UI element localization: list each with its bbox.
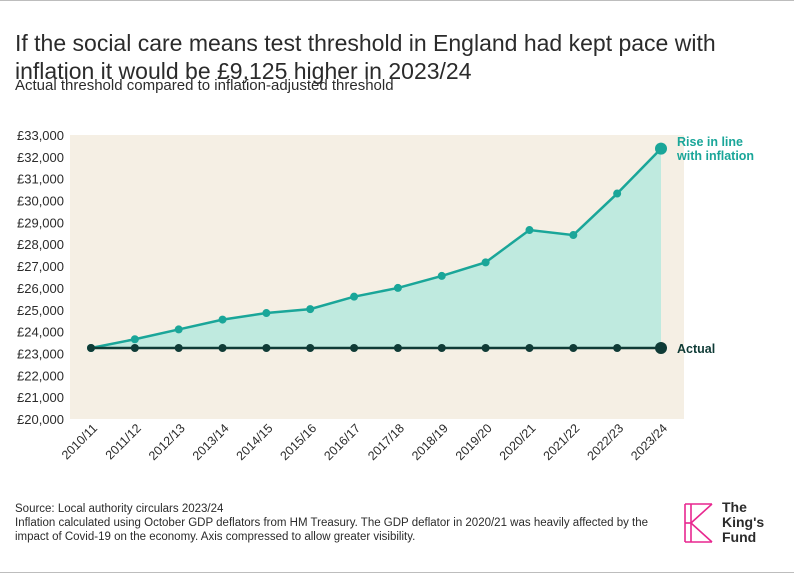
x-tick-label: 2017/18 — [365, 421, 407, 463]
inflation-gap-area — [91, 148, 661, 348]
actual-point — [481, 344, 490, 352]
x-tick-label: 2011/12 — [103, 421, 144, 462]
y-tick-label: £27,000 — [17, 259, 64, 274]
y-tick-label: £29,000 — [17, 215, 64, 230]
inflation-point — [306, 305, 315, 314]
y-tick-label: £20,000 — [17, 412, 64, 427]
actual-point — [350, 344, 359, 352]
y-tick-label: £31,000 — [17, 172, 64, 187]
inflation-point — [262, 309, 271, 318]
y-tick-label: £23,000 — [17, 346, 64, 361]
actual-point — [613, 344, 622, 352]
y-tick-label: £28,000 — [17, 237, 64, 252]
bottom-divider — [0, 572, 794, 573]
y-tick-label: £30,000 — [17, 194, 64, 209]
inflation-point — [613, 189, 622, 198]
inflation-point — [350, 292, 359, 301]
chart-subtitle: Actual threshold compared to inflation-a… — [15, 77, 394, 94]
x-tick-label: 2013/14 — [190, 421, 232, 463]
source-note: Source: Local authority circulars 2023/2… — [15, 503, 224, 515]
inflation-point — [218, 315, 227, 324]
inflation-point — [437, 271, 446, 280]
y-tick-label: £33,000 — [17, 128, 64, 143]
kings-fund-logo: The King's Fund — [682, 500, 782, 548]
x-tick-label: 2015/16 — [278, 421, 320, 463]
inflation-series-line — [90, 147, 662, 350]
x-tick-label: 2021/22 — [541, 421, 583, 463]
actual-point — [655, 342, 667, 354]
footer-notes: Source: Local authority circulars 2023/2… — [15, 502, 655, 544]
kings-fund-k-icon — [684, 503, 713, 543]
inflation-point — [393, 283, 402, 292]
actual-point — [174, 344, 183, 352]
actual-point — [130, 344, 139, 352]
actual-point — [437, 344, 446, 352]
logo-wordmark: The King's Fund — [722, 500, 764, 545]
inflation-series-label: with inflation — [676, 149, 754, 163]
methodology-note: Inflation calculated using October GDP d… — [15, 517, 649, 543]
chart-title: If the social care means test threshold … — [15, 30, 716, 85]
line-chart: £20,000 £21,000 £22,000 £23,000 £24,000 £25,0… — [17, 128, 754, 463]
y-tick-label: £32,000 — [17, 150, 64, 165]
inflation-series-label: Rise in line — [677, 135, 743, 149]
inflation-point — [655, 142, 667, 155]
inflation-point — [481, 258, 490, 267]
actual-series-label: Actual — [677, 342, 715, 356]
x-tick-label: 2023/24 — [628, 421, 670, 463]
x-tick-label: 2019/20 — [453, 421, 495, 463]
y-tick-label: £26,000 — [17, 281, 64, 296]
inflation-point — [525, 226, 534, 235]
inflation-point — [130, 335, 139, 344]
y-tick-label: £25,000 — [17, 303, 64, 318]
top-divider — [0, 0, 794, 1]
logo-line-2: King's — [722, 514, 765, 530]
x-tick-label: 2010/11 — [59, 421, 100, 462]
actual-point — [218, 344, 227, 352]
logo-line-1: The — [722, 499, 747, 515]
actual-point — [569, 344, 578, 352]
x-tick-label: 2012/13 — [146, 421, 188, 463]
actual-point — [87, 344, 95, 352]
inflation-point — [569, 231, 578, 240]
actual-point — [393, 344, 402, 352]
y-tick-label: £21,000 — [17, 390, 64, 405]
inflation-point — [174, 325, 183, 334]
y-tick-label: £24,000 — [17, 325, 64, 340]
actual-point — [525, 344, 534, 352]
x-tick-label: 2018/19 — [409, 421, 451, 463]
logo-line-3: Fund — [722, 529, 757, 545]
actual-point — [306, 344, 315, 352]
actual-point — [262, 344, 271, 352]
x-tick-label: 2022/23 — [584, 421, 626, 463]
x-tick-label: 2014/15 — [234, 421, 276, 463]
x-tick-label: 2020/21 — [497, 421, 539, 463]
y-tick-label: £22,000 — [17, 368, 64, 383]
x-tick-label: 2016/17 — [321, 421, 363, 463]
